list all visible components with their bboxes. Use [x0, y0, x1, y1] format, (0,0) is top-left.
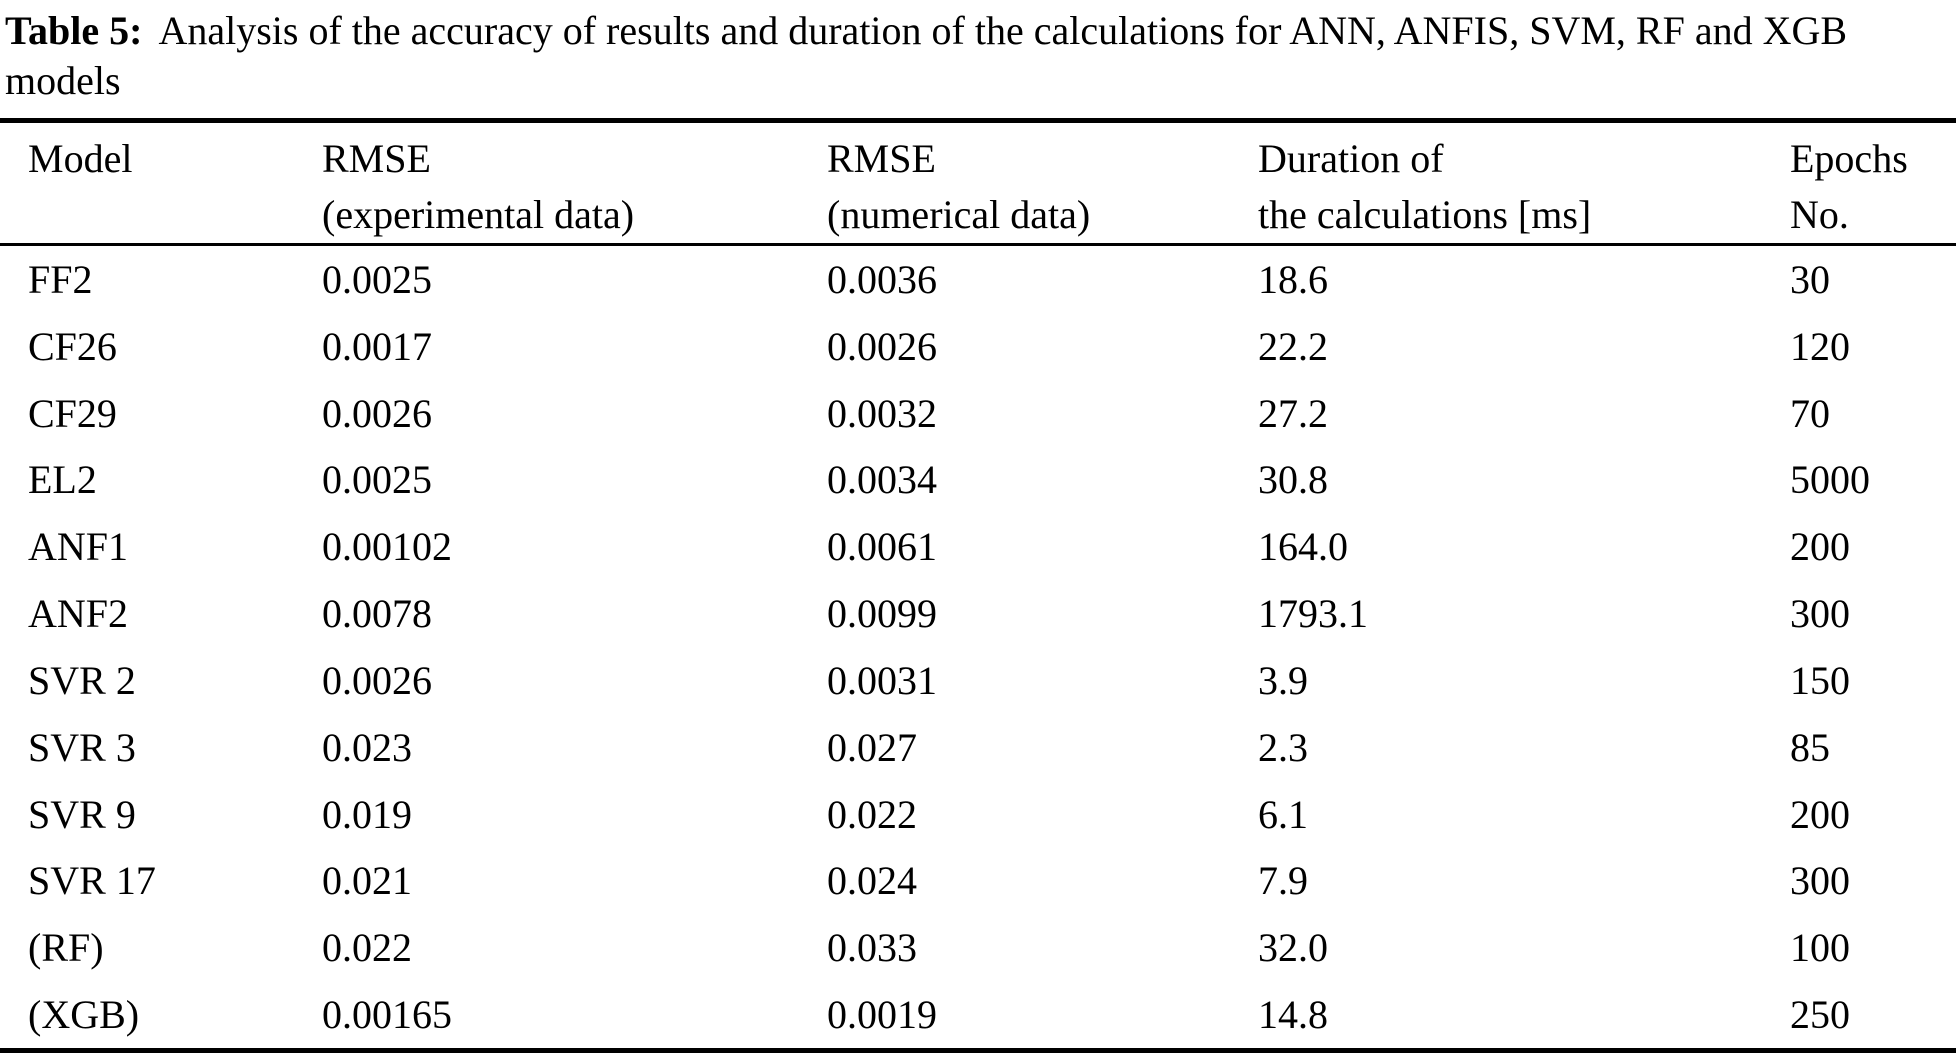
table-cell: 150	[1790, 657, 1850, 703]
table-cell: 0.0036	[827, 256, 937, 302]
table-cell: 0.0099	[827, 591, 937, 637]
table-cell: SVR 2	[28, 657, 136, 703]
table-cell: 70	[1790, 390, 1830, 436]
table-cell: 3.9	[1258, 657, 1308, 703]
table-cell: 0.00102	[322, 524, 452, 570]
table-cell: 0.0032	[827, 390, 937, 436]
table-cell: 0.023	[322, 724, 412, 770]
table-row: FF2 0.0025 0.0036 18.6 30	[0, 246, 1956, 313]
table-cell: 0.0031	[827, 657, 937, 703]
table-row: CF29 0.0026 0.0032 27.2 70	[0, 380, 1956, 447]
table-cell: 0.0061	[827, 524, 937, 570]
table-cell: 6.1	[1258, 791, 1308, 837]
table-body: FF2 0.0025 0.0036 18.6 30 CF26 0.0017 0.0026 22.…	[0, 246, 1956, 1048]
column-header-line2: No.	[1790, 192, 1849, 237]
column-header-3: Duration of the calculations [ms]	[1258, 131, 1790, 243]
table-cell: 22.2	[1258, 323, 1328, 369]
table-cell: 0.0025	[322, 256, 432, 302]
table-row: CF26 0.0017 0.0026 22.2 120	[0, 313, 1956, 380]
table-cell: 0.022	[322, 925, 412, 971]
table-cell: 0.0026	[322, 390, 432, 436]
table-row: (XGB) 0.00165 0.0019 14.8 250	[0, 981, 1956, 1048]
table-cell: 18.6	[1258, 256, 1328, 302]
table-cell: 300	[1790, 591, 1850, 637]
table-cell: SVR 17	[28, 858, 156, 904]
column-header-line2: (experimental data)	[322, 192, 635, 237]
column-header-line1: RMSE	[322, 136, 431, 181]
table-cell: 164.0	[1258, 524, 1348, 570]
table-cell: 0.00165	[322, 992, 452, 1038]
table-bottom-rule	[0, 1047, 1956, 1053]
table-cell: (XGB)	[28, 992, 140, 1038]
table-cell: SVR 3	[28, 724, 136, 770]
table-cell: 0.0017	[322, 323, 432, 369]
column-header-line2: (numerical data)	[827, 192, 1091, 237]
table-cell: 0.0034	[827, 457, 937, 503]
table-cell: 7.9	[1258, 858, 1308, 904]
column-header-4: Epochs No.	[1790, 131, 1956, 243]
table-caption: Table 5: Analysis of the accuracy of resu…	[0, 0, 1956, 106]
table-cell: (RF)	[28, 925, 104, 971]
table-cell: CF26	[28, 323, 117, 369]
table-cell: 0.033	[827, 925, 917, 971]
table-cell: 0.0026	[827, 323, 937, 369]
table-cell: EL2	[28, 457, 97, 503]
table-cell: 300	[1790, 858, 1850, 904]
table-row: SVR 9 0.019 0.022 6.1 200	[0, 781, 1956, 848]
table-row: EL2 0.0025 0.0034 30.8 5000	[0, 446, 1956, 513]
table-cell: 5000	[1790, 457, 1870, 503]
table-row: ANF1 0.00102 0.0061 164.0 200	[0, 513, 1956, 580]
table-cell: 0.027	[827, 724, 917, 770]
table-caption-text: Analysis of the accuracy of results and …	[5, 8, 1848, 103]
table-row: SVR 3 0.023 0.027 2.3 85	[0, 714, 1956, 781]
table-cell: 120	[1790, 323, 1850, 369]
table-cell: 200	[1790, 524, 1850, 570]
column-header-line1: Model	[28, 136, 133, 181]
table-cell: 14.8	[1258, 992, 1328, 1038]
table-cell: ANF1	[28, 524, 129, 570]
table-cell: 0.019	[322, 791, 412, 837]
table-cell: 0.0025	[322, 457, 432, 503]
table-cell: 2.3	[1258, 724, 1308, 770]
table-cell: ANF2	[28, 591, 129, 637]
table-cell: 0.021	[322, 858, 412, 904]
column-header-2: RMSE (numerical data)	[827, 131, 1258, 243]
table-cell: 30	[1790, 256, 1830, 302]
table-cell: 0.0026	[322, 657, 432, 703]
table-top-rule	[0, 118, 1956, 123]
table-cell: 30.8	[1258, 457, 1328, 503]
table-row: SVR 17 0.021 0.024 7.9 300	[0, 847, 1956, 914]
column-header-line1: Duration of	[1258, 136, 1444, 181]
column-header-line2: the calculations [ms]	[1258, 192, 1592, 237]
table-cell: CF29	[28, 390, 117, 436]
table-cell: 0.022	[827, 791, 917, 837]
table-cell: 0.0019	[827, 992, 937, 1038]
table-cell: 1793.1	[1258, 591, 1368, 637]
table-cell: 85	[1790, 724, 1830, 770]
table-caption-label: Table 5:	[5, 8, 143, 53]
table-cell: 27.2	[1258, 390, 1328, 436]
table-row: (RF) 0.022 0.033 32.0 100	[0, 914, 1956, 981]
table-cell: 0.024	[827, 858, 917, 904]
column-header-1: RMSE (experimental data)	[322, 131, 827, 243]
table-cell: 32.0	[1258, 925, 1328, 971]
table-header-rule	[0, 243, 1956, 246]
column-header-line1: RMSE	[827, 136, 936, 181]
table-cell: 250	[1790, 992, 1850, 1038]
column-header-0: Model	[28, 131, 322, 243]
table-cell: 100	[1790, 925, 1850, 971]
table-cell: 200	[1790, 791, 1850, 837]
table-header-row: Model RMSE (experimental data) RMSE (numeric…	[0, 123, 1956, 243]
table-row: ANF2 0.0078 0.0099 1793.1 300	[0, 580, 1956, 647]
table-cell: FF2	[28, 256, 93, 302]
table-cell: SVR 9	[28, 791, 136, 837]
table-row: SVR 2 0.0026 0.0031 3.9 150	[0, 647, 1956, 714]
column-header-line1: Epochs	[1790, 136, 1908, 181]
table-cell: 0.0078	[322, 591, 432, 637]
